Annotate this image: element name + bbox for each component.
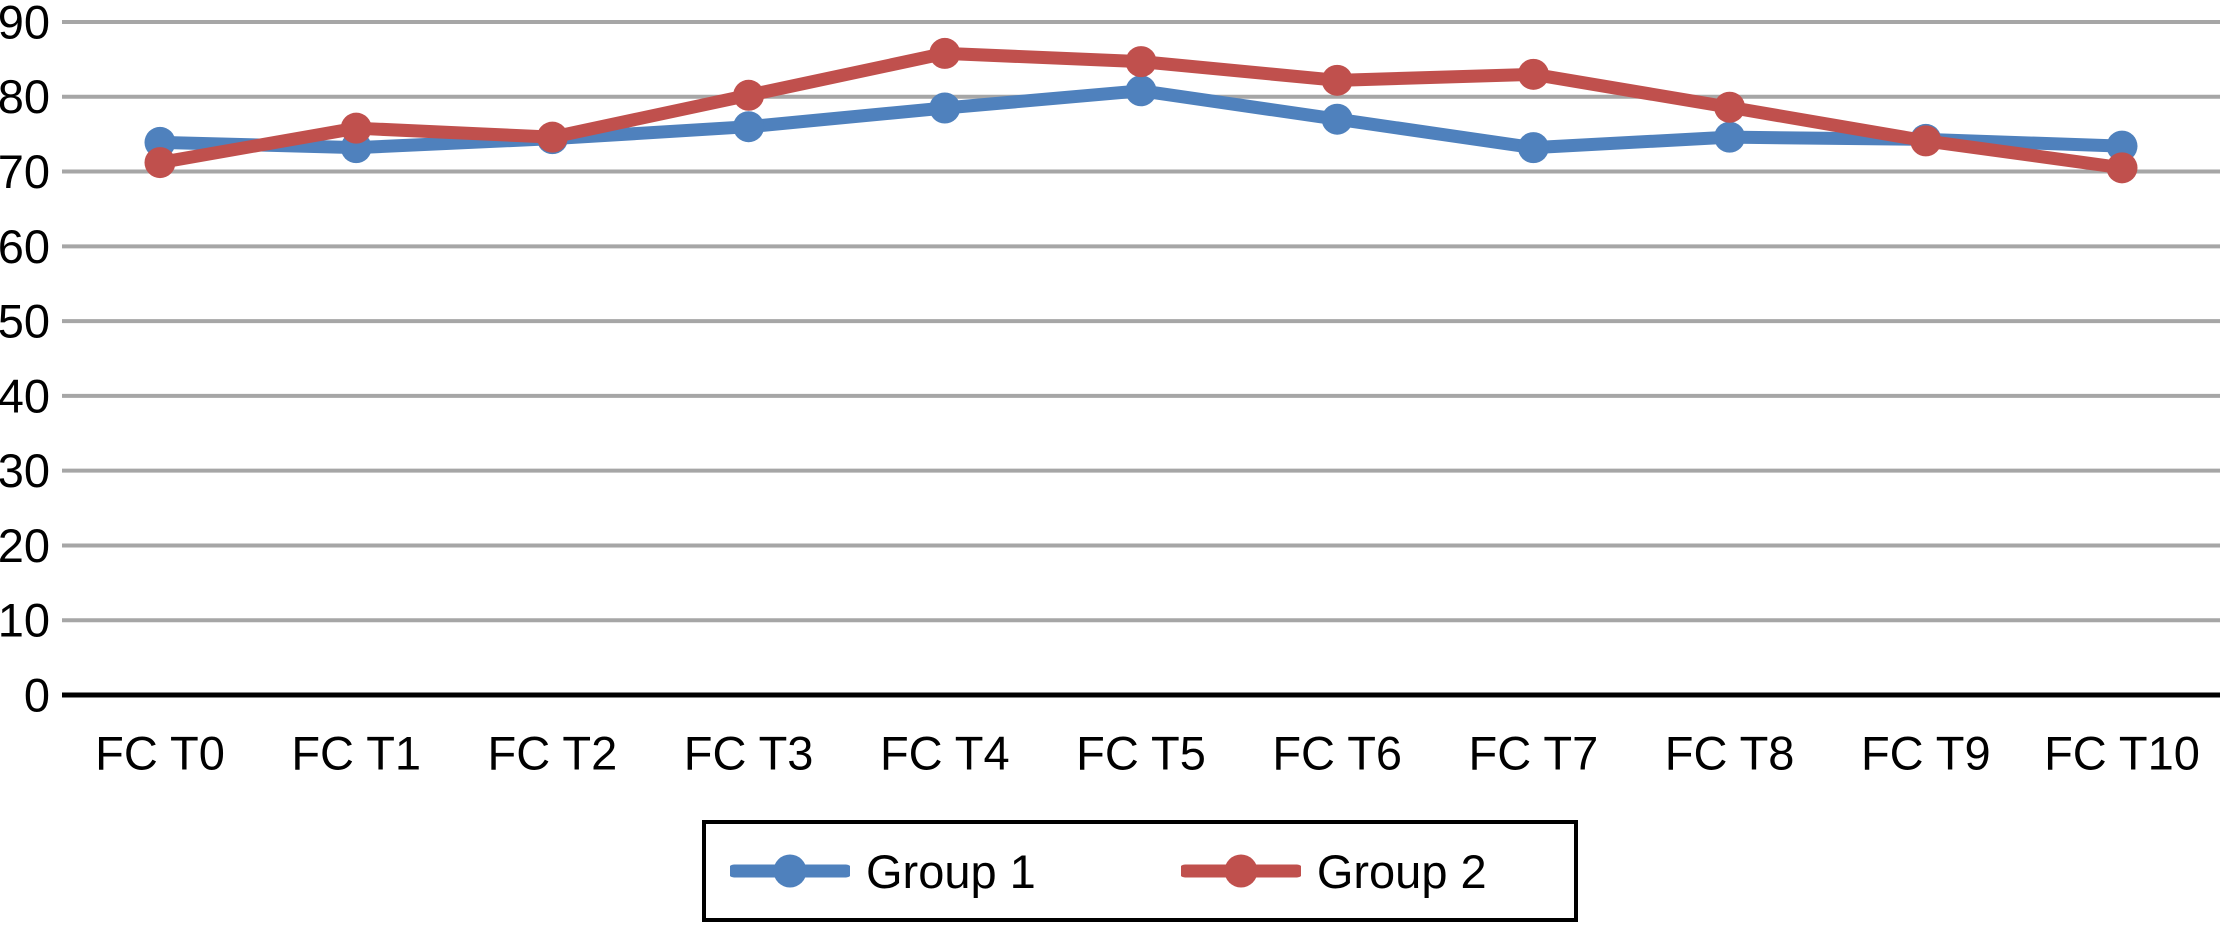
data-point-group-2-fc-t5	[1125, 46, 1157, 78]
data-point-group-2-fc-t6	[1321, 64, 1353, 96]
y-tick-label-40: 40	[0, 369, 50, 422]
x-tick-label-fc-t4: FC T4	[880, 726, 1010, 779]
x-tick-label-fc-t8: FC T8	[1665, 726, 1795, 779]
x-tick-label-fc-t3: FC T3	[684, 726, 814, 779]
data-point-group-1-fc-t6	[1321, 103, 1353, 135]
x-tick-label-fc-t5: FC T5	[1076, 726, 1206, 779]
x-tick-label-fc-t10: FC T10	[2044, 726, 2200, 779]
data-point-group-2-fc-t10	[2106, 152, 2138, 184]
data-point-group-1-fc-t7	[1517, 132, 1549, 164]
data-point-group-2-fc-t8	[1714, 91, 1746, 123]
y-tick-label-60: 60	[0, 220, 50, 273]
x-tick-label-fc-t0: FC T0	[95, 726, 225, 779]
data-point-group-1-fc-t5	[1125, 75, 1157, 107]
legend-item-group-2: Group 2	[1180, 844, 1487, 899]
legend-label-group-1: Group 1	[866, 844, 1036, 898]
data-point-group-2-fc-t9	[1910, 125, 1942, 157]
y-tick-label-50: 50	[0, 295, 50, 348]
data-point-group-1-fc-t8	[1714, 121, 1746, 153]
data-point-group-1-fc-t10	[2106, 130, 2138, 162]
y-tick-label-90: 90	[0, 0, 50, 48]
y-tick-label-20: 20	[0, 519, 50, 572]
y-tick-label-0: 0	[24, 668, 50, 721]
x-tick-label-fc-t9: FC T9	[1861, 726, 1991, 779]
y-tick-label-80: 80	[0, 70, 50, 123]
x-tick-label-fc-t2: FC T2	[488, 726, 618, 779]
data-point-group-1-fc-t4	[929, 92, 961, 124]
data-point-group-2-fc-t7	[1517, 58, 1549, 90]
data-point-group-2-fc-t0	[144, 147, 176, 179]
y-tick-label-10: 10	[0, 594, 50, 647]
data-point-group-1-fc-t3	[733, 111, 765, 143]
group-1-line-marker-icon	[730, 854, 850, 888]
group-2-line-marker-icon	[1180, 854, 1301, 888]
data-point-group-2-fc-t4	[929, 37, 961, 69]
legend-label-group-2: Group 2	[1316, 844, 1487, 898]
data-point-group-2-fc-t2	[536, 121, 568, 153]
legend-item-group-1: Group 1	[730, 844, 1036, 899]
y-tick-label-30: 30	[0, 444, 50, 497]
x-tick-label-fc-t6: FC T6	[1272, 726, 1402, 779]
x-tick-label-fc-t1: FC T1	[291, 726, 421, 779]
data-point-group-2-fc-t3	[733, 79, 765, 111]
x-tick-label-fc-t7: FC T7	[1469, 726, 1599, 779]
legend: Group 1 Group 2	[702, 820, 1578, 922]
data-point-group-2-fc-t1	[340, 112, 372, 144]
y-tick-label-70: 70	[0, 145, 50, 198]
